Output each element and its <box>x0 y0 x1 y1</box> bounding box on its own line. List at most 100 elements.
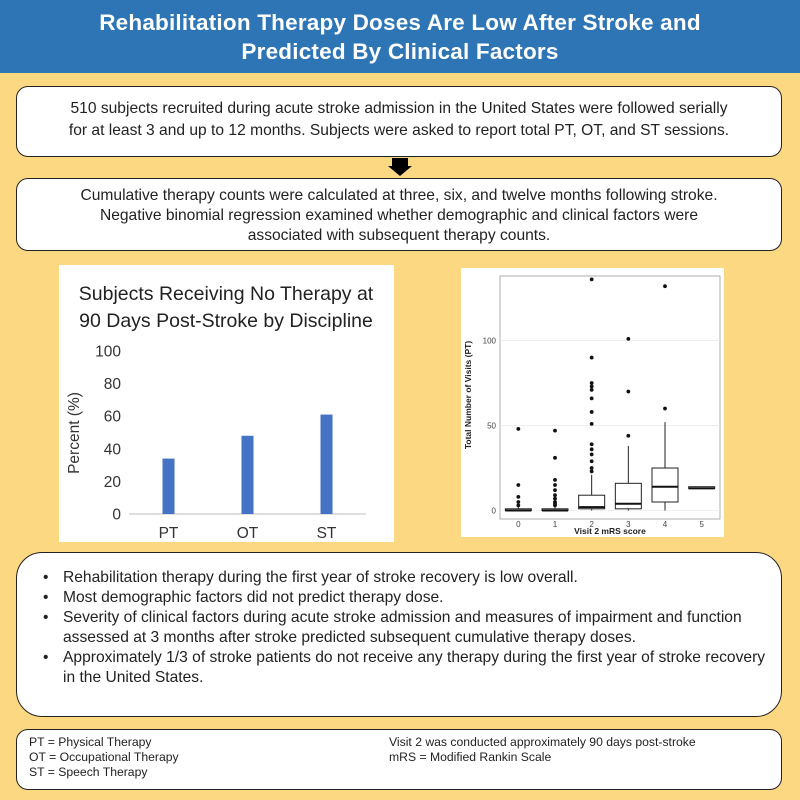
outlier-point <box>553 503 557 508</box>
bar-chart-panel: Subjects Receiving No Therapy at 90 Days… <box>59 265 394 542</box>
bar-ot <box>241 435 254 514</box>
outlier-point <box>589 452 594 457</box>
finding-item: • Severity of clinical factors during acu… <box>43 608 769 648</box>
abbreviation-st: ST = Speech Therapy <box>29 765 148 779</box>
outlier-point <box>589 459 594 464</box>
box-mrs-5 <box>688 486 716 490</box>
boxplot-x-tick-label: 5 <box>699 520 704 529</box>
note-visit-2: Visit 2 was conducted approximately 90 d… <box>389 735 696 749</box>
outlier-point <box>663 406 667 411</box>
bullet-icon: • <box>43 569 49 586</box>
boxplot-x-axis-label: Visit 2 mRS score <box>574 526 646 536</box>
bar-y-tick-label: 0 <box>112 507 121 524</box>
outlier-point <box>626 433 631 438</box>
outlier-point <box>516 427 521 431</box>
bar-x-tick-label: OT <box>237 525 259 542</box>
bar-pt <box>162 458 175 514</box>
bullet-icon: • <box>43 649 49 666</box>
outlier-point <box>553 496 557 501</box>
outlier-point <box>553 493 557 498</box>
outlier-point <box>553 455 557 460</box>
boxplot-plot-area <box>499 275 721 520</box>
findings-list: • Rehabilitation therapy during the first… <box>43 568 769 688</box>
methods-line-2: Negative binomial regression examined wh… <box>99 207 699 224</box>
finding-item: • Most demographic factors did not predic… <box>43 588 769 608</box>
iqr-box <box>578 494 606 510</box>
recruitment-box: 510 subjects recruited during acute stro… <box>16 86 782 157</box>
outlier-point <box>626 336 631 341</box>
recruitment-line-1: 510 subjects recruited during acute stro… <box>70 100 728 117</box>
abbreviation-pt: PT = Physical Therapy <box>29 735 152 749</box>
finding-text: Most demographic factors did not predict… <box>63 589 444 606</box>
outlier-point <box>589 387 594 392</box>
boxplot-panel: 0 50 100 0 1 2 3 4 5 Visit 2 mRS score Total Nu… <box>461 268 724 537</box>
outlier-point <box>553 478 557 482</box>
bar-y-tick-label: 60 <box>104 409 122 426</box>
outlier-point <box>589 396 594 401</box>
bar-chart-y-axis-label: Percent (%) <box>66 392 83 474</box>
bar-y-tick-label: 80 <box>104 376 122 393</box>
methods-line-1: Cumulative therapy counts were calculate… <box>80 187 718 204</box>
bar-x-tick-label: ST <box>317 525 337 542</box>
boxplot-chart: 0 50 100 0 1 2 3 4 5 Visit 2 mRS score Total Nu… <box>463 275 721 536</box>
bar-y-tick-label: 40 <box>104 441 122 458</box>
bar-y-tick-label: 20 <box>104 474 122 491</box>
footnotes-box: PT = Physical Therapy OT = Occupational … <box>16 729 782 790</box>
outlier-point <box>516 503 521 508</box>
boxplot-y-tick-label: 0 <box>492 507 497 516</box>
outlier-point <box>663 284 667 289</box>
outlier-point <box>589 466 594 470</box>
outlier-point <box>589 421 594 426</box>
outlier-point <box>589 447 594 452</box>
iqr-box <box>651 467 679 503</box>
boxplot-y-tick-label: 100 <box>483 337 497 346</box>
outlier-point <box>589 355 594 360</box>
boxplot-y-tick-label: 50 <box>487 422 496 431</box>
bullet-icon: • <box>43 609 49 626</box>
box-mrs-2 <box>578 277 606 511</box>
box-mrs-3 <box>614 336 642 511</box>
title-line-1: Rehabilitation Therapy Doses Are Low Aft… <box>99 10 701 35</box>
recruitment-line-2: for at least 3 and up to 12 months. Subj… <box>68 122 730 139</box>
bar-x-tick-label: PT <box>159 525 179 542</box>
finding-text: Approximately 1/3 of stroke patients do … <box>63 649 766 686</box>
bar-st <box>320 414 333 514</box>
outlier-point <box>589 381 594 385</box>
outlier-point <box>516 483 521 487</box>
outlier-point <box>589 442 594 447</box>
outlier-point <box>589 277 594 282</box>
abbreviations-column: PT = Physical Therapy OT = Occupational … <box>29 735 179 780</box>
boxplot-x-tick-label: 2 <box>589 520 594 529</box>
title-line-2: Predicted By Clinical Factors <box>241 39 559 64</box>
bar-y-tick-label: 100 <box>95 344 121 361</box>
finding-item: • Approximately 1/3 of stroke patients do… <box>43 648 769 688</box>
findings-box: • Rehabilitation therapy during the first… <box>16 552 782 717</box>
box-mrs-1 <box>541 428 569 512</box>
boxplot-x-tick-label: 0 <box>516 520 521 529</box>
outlier-point <box>589 469 594 474</box>
outlier-point <box>516 495 521 499</box>
down-arrow-icon <box>388 158 412 176</box>
note-mrs: mRS = Modified Rankin Scale <box>389 750 552 764</box>
bar-chart-title-line-1: Subjects Receiving No Therapy at <box>79 283 374 305</box>
boxplot-x-tick-label: 4 <box>663 520 668 529</box>
boxplot-x-tick-label: 3 <box>626 520 631 529</box>
box-mrs-4 <box>651 284 679 511</box>
bar-chart: Subjects Receiving No Therapy at 90 Days… <box>66 283 374 542</box>
box-mrs-0 <box>504 427 532 512</box>
bar-chart-title-line-2: 90 Days Post-Stroke by Discipline <box>79 310 373 332</box>
outlier-point <box>553 428 557 433</box>
iqr-box <box>614 482 642 510</box>
outlier-point <box>553 488 557 493</box>
outlier-point <box>589 410 594 414</box>
finding-text: Rehabilitation therapy during the first … <box>63 569 578 586</box>
boxplot-y-axis-label: Total Number of Visits (PT) <box>463 341 473 449</box>
finding-item: • Rehabilitation therapy during the first… <box>43 568 769 588</box>
outlier-point <box>589 384 594 389</box>
finding-text: Severity of clinical factors during acut… <box>63 609 742 646</box>
header-banner: Rehabilitation Therapy Doses Are Low Aft… <box>0 0 800 73</box>
notes-column: Visit 2 was conducted approximately 90 d… <box>389 735 696 765</box>
outlier-point <box>626 389 631 394</box>
methods-box: Cumulative therapy counts were calculate… <box>16 178 782 251</box>
abbreviation-ot: OT = Occupational Therapy <box>29 750 179 764</box>
